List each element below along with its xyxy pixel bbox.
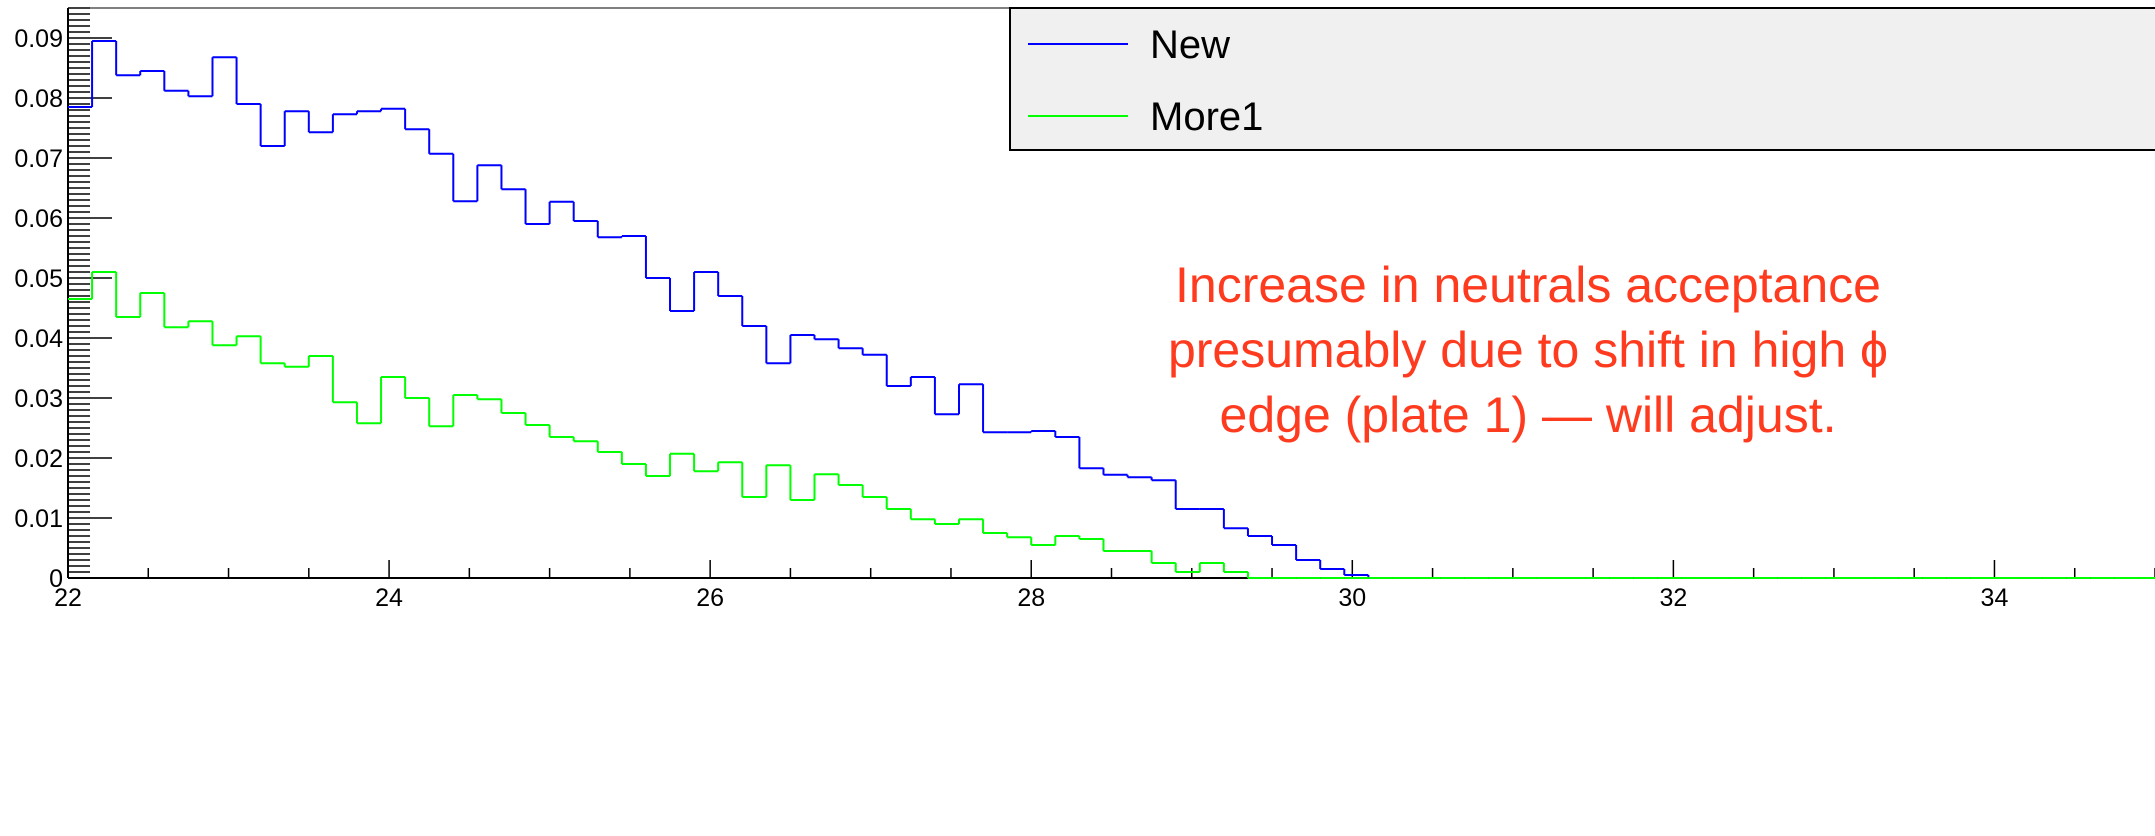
y-tick-label: 0.06	[14, 205, 63, 233]
y-tick-label: 0.07	[14, 145, 63, 173]
legend-label-new: New	[1150, 23, 1230, 67]
y-tick-label: 0.03	[14, 385, 63, 413]
x-tick-label: 30	[1338, 584, 1366, 612]
legend-box	[1009, 7, 2155, 151]
y-tick-label: 0.05	[14, 265, 63, 293]
y-tick-label: 0.02	[14, 445, 63, 473]
y-tick-label: 0.01	[14, 505, 63, 533]
annotation-line-2: presumably due to shift in high ϕ	[1168, 322, 1888, 378]
x-tick-label: 28	[1017, 584, 1045, 612]
x-tick-label: 26	[696, 584, 724, 612]
y-tick-label: 0.09	[14, 25, 63, 53]
x-axis: 22 24 26 28 30 32 34	[54, 560, 2155, 612]
x-tick-label: 34	[1981, 584, 2009, 612]
x-tick-label: 24	[375, 584, 403, 612]
series-more1	[68, 271, 2155, 579]
legend: New More1	[1009, 7, 2155, 151]
x-tick-label: 22	[54, 584, 82, 612]
y-axis: 0 0.01 0.02 0.03 0.04 0.05 0.06 0.07 0.08 0.09	[14, 7, 112, 593]
annotation-line-1: Increase in neutrals acceptance	[1175, 257, 1881, 313]
series-layer	[68, 40, 2155, 579]
y-tick-label: 0.08	[14, 85, 63, 113]
y-tick-label: 0	[49, 565, 63, 593]
legend-label-more1: More1	[1150, 95, 1263, 139]
y-tick-label: 0.04	[14, 325, 63, 353]
annotation-line-3: edge (plate 1) — will adjust.	[1220, 387, 1837, 443]
x-tick-label: 32	[1659, 584, 1687, 612]
annotation: Increase in neutrals acceptance presumab…	[1168, 257, 1888, 443]
